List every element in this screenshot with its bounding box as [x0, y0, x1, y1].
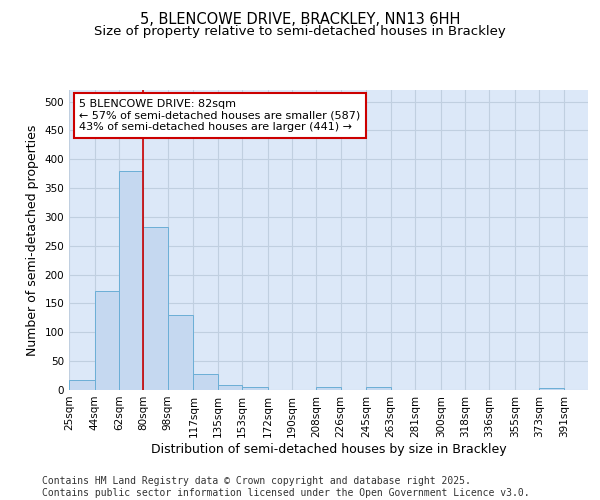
- Text: 5, BLENCOWE DRIVE, BRACKLEY, NN13 6HH: 5, BLENCOWE DRIVE, BRACKLEY, NN13 6HH: [140, 12, 460, 28]
- Bar: [367, 387, 391, 390]
- Bar: [539, 388, 563, 390]
- Text: 5 BLENCOWE DRIVE: 82sqm
← 57% of semi-detached houses are smaller (587)
43% of s: 5 BLENCOWE DRIVE: 82sqm ← 57% of semi-de…: [79, 99, 361, 132]
- Y-axis label: Number of semi-detached properties: Number of semi-detached properties: [26, 124, 39, 356]
- Bar: [218, 386, 242, 390]
- Text: Contains HM Land Registry data © Crown copyright and database right 2025.
Contai: Contains HM Land Registry data © Crown c…: [42, 476, 530, 498]
- Bar: [95, 291, 119, 390]
- X-axis label: Distribution of semi-detached houses by size in Brackley: Distribution of semi-detached houses by …: [151, 442, 506, 456]
- Bar: [193, 374, 218, 390]
- Bar: [143, 228, 167, 390]
- Bar: [69, 380, 95, 390]
- Bar: [167, 315, 193, 390]
- Text: Size of property relative to semi-detached houses in Brackley: Size of property relative to semi-detach…: [94, 25, 506, 38]
- Bar: [242, 387, 268, 390]
- Bar: [316, 387, 341, 390]
- Bar: [119, 171, 143, 390]
